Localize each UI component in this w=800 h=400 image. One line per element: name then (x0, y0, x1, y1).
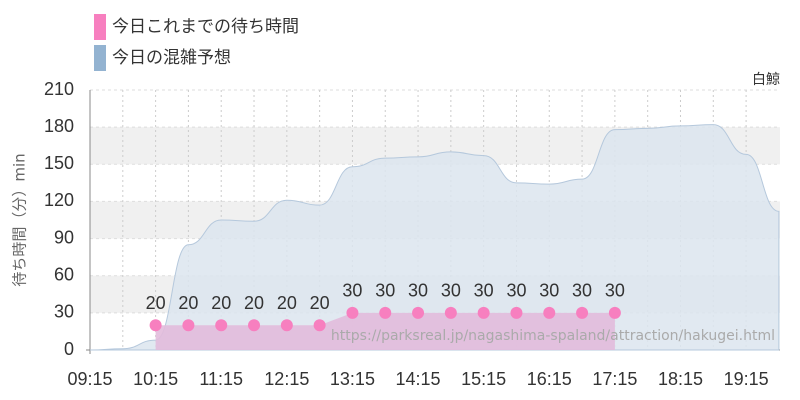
data-point (182, 319, 195, 332)
watermark: https://parksreal.jp/nagashima-spaland/a… (331, 328, 775, 344)
data-point (149, 319, 162, 332)
y-tick-label: 150 (44, 153, 74, 173)
y-tick-label: 210 (44, 79, 74, 99)
y-tick-label: 90 (54, 227, 74, 247)
corner-label: 白鯨 (752, 72, 780, 88)
data-point (444, 306, 457, 319)
data-point (379, 306, 392, 319)
x-tick-label: 13:15 (330, 369, 375, 389)
data-point (215, 319, 228, 332)
data-label: 30 (506, 281, 526, 301)
x-tick-label: 14:15 (396, 369, 441, 389)
data-label: 30 (572, 281, 592, 301)
data-label: 30 (605, 281, 625, 301)
data-point (543, 306, 556, 319)
data-label: 30 (474, 281, 494, 301)
y-axis-label: 待ち時間（分）min (11, 153, 29, 286)
data-point (576, 306, 589, 319)
data-label: 20 (178, 293, 198, 313)
data-point (608, 306, 621, 319)
data-label: 30 (375, 281, 395, 301)
data-point (280, 319, 293, 332)
legend-label: 今日これまでの待ち時間 (112, 17, 299, 37)
x-tick-label: 09:15 (67, 369, 112, 389)
y-tick-label: 120 (44, 190, 74, 210)
data-point (248, 319, 261, 332)
y-tick-label: 60 (54, 264, 74, 284)
x-tick-label: 10:15 (133, 369, 178, 389)
legend-label: 今日の混雑予想 (112, 48, 231, 68)
x-tick-label: 16:15 (527, 369, 572, 389)
x-tick-label: 19:15 (724, 369, 769, 389)
area (155, 312, 615, 350)
data-label: 30 (441, 281, 461, 301)
data-label: 20 (244, 293, 264, 313)
data-label: 20 (310, 293, 330, 313)
legend-swatch (94, 45, 106, 71)
x-tick-label: 12:15 (264, 369, 309, 389)
y-tick-label: 30 (54, 302, 74, 322)
data-label: 30 (408, 281, 428, 301)
data-point (346, 306, 359, 319)
data-point (510, 306, 523, 319)
data-point (313, 319, 326, 332)
x-tick-label: 18:15 (658, 369, 703, 389)
data-point (412, 306, 425, 319)
data-label: 20 (277, 293, 297, 313)
area (89, 124, 780, 351)
legend-swatch (94, 14, 106, 40)
data-label: 20 (146, 293, 166, 313)
y-tick-label: 0 (64, 339, 74, 359)
data-label: 30 (539, 281, 559, 301)
data-label: 30 (342, 281, 362, 301)
x-tick-label: 11:15 (199, 369, 243, 389)
data-point (477, 306, 490, 319)
x-tick-label: 15:15 (461, 369, 506, 389)
y-tick-label: 180 (44, 116, 74, 136)
x-tick-label: 17:15 (592, 369, 637, 389)
data-label: 20 (211, 293, 231, 313)
